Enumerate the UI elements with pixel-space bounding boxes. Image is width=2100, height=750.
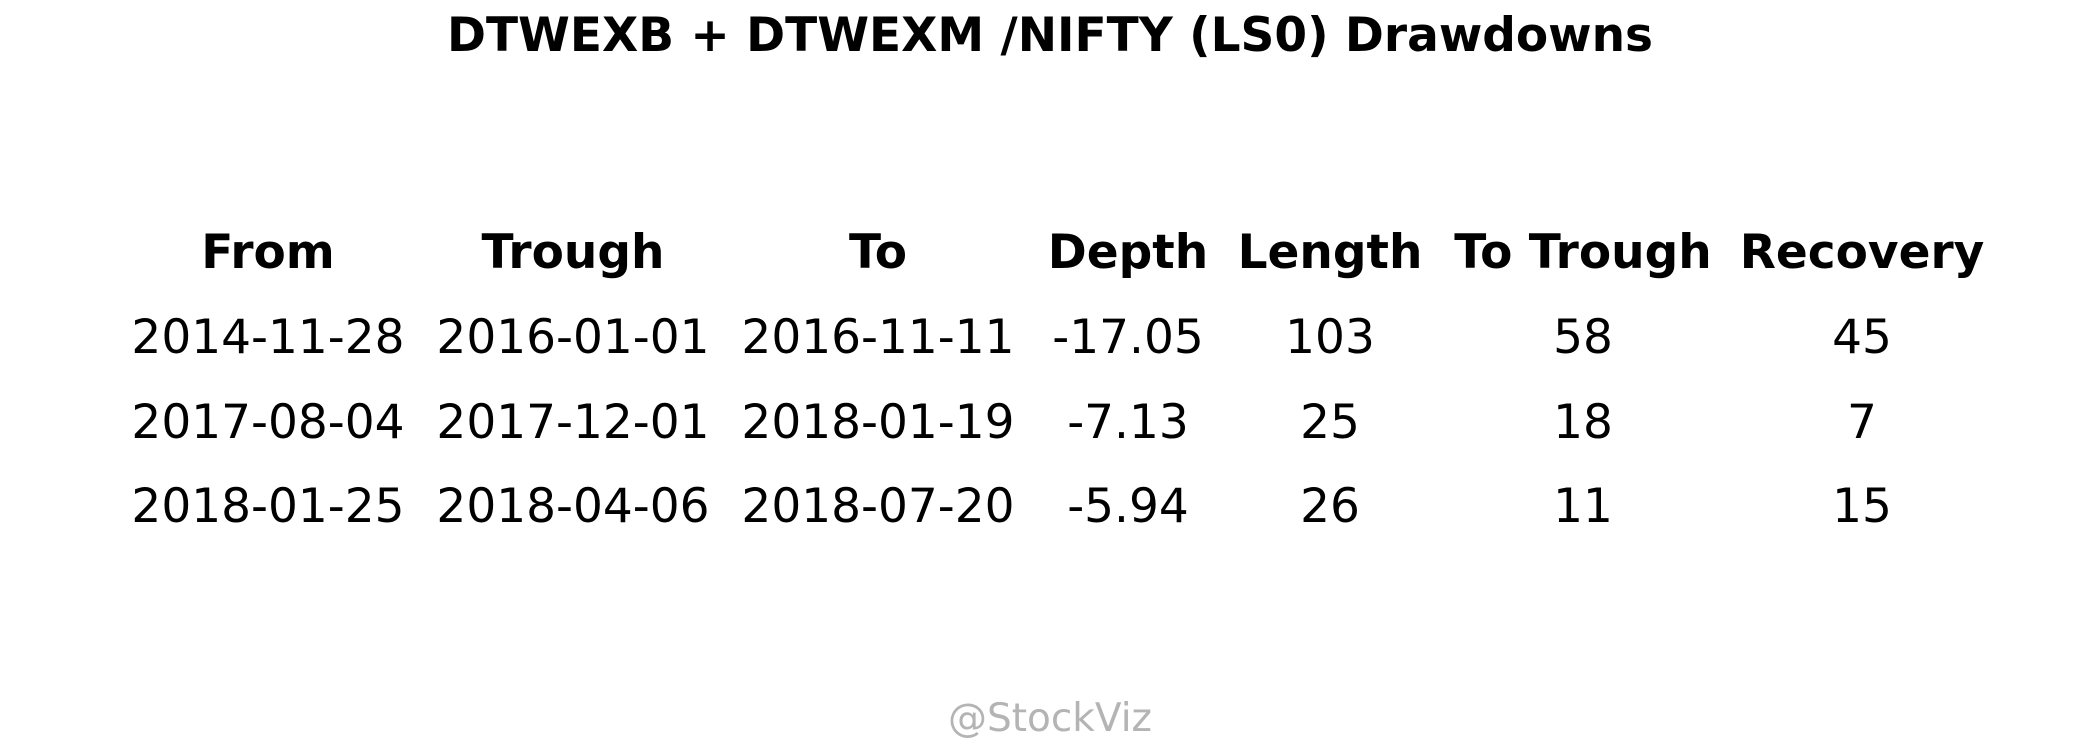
watermark: @StockViz [947,696,1153,741]
cell-length: 25 [1300,395,1360,450]
cell-from: 2018-01-25 [131,479,405,534]
cell-to: 2018-07-20 [741,479,1015,534]
cell-to-trough: 58 [1553,310,1613,365]
column-header-depth: Depth [1047,225,1209,280]
cell-to-trough: 11 [1553,479,1613,534]
column-header-from: From [201,225,335,280]
cell-recovery: 15 [1832,479,1892,534]
cell-depth: -17.05 [1052,310,1204,365]
cell-to: 2018-01-19 [741,395,1015,450]
cell-from: 2014-11-28 [131,310,405,365]
cell-length: 26 [1300,479,1360,534]
column-header-recovery: Recovery [1739,225,1985,280]
cell-from: 2017-08-04 [131,395,405,450]
cell-trough: 2017-12-01 [436,395,710,450]
cell-recovery: 7 [1847,395,1877,450]
column-header-trough: Trough [481,225,665,280]
column-header-to: To [848,225,908,280]
chart-title: DTWEXB + DTWEXM /NIFTY (LS0) Drawdowns [446,8,1654,63]
cell-depth: -7.13 [1067,395,1189,450]
cell-recovery: 45 [1832,310,1892,365]
cell-depth: -5.94 [1067,479,1189,534]
cell-trough: 2016-01-01 [436,310,710,365]
cell-trough: 2018-04-06 [436,479,710,534]
column-header-to-trough: To Trough [1454,225,1712,280]
cell-to-trough: 18 [1553,395,1613,450]
cell-length: 103 [1285,310,1375,365]
cell-to: 2016-11-11 [741,310,1015,365]
column-header-length: Length [1237,225,1423,280]
